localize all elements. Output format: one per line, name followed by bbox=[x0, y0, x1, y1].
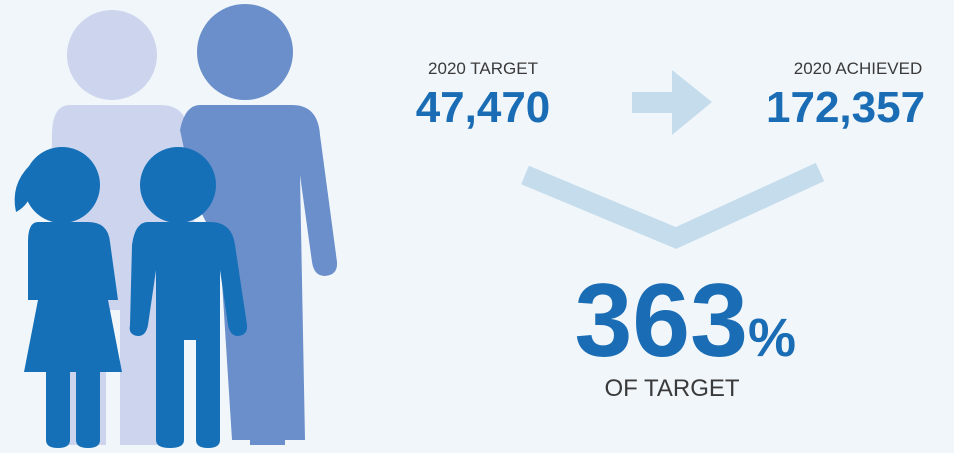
achieved-value: 172,357 bbox=[766, 83, 925, 132]
result-unit: % bbox=[748, 308, 796, 368]
page: 2020 TARGET 47,470 2020 ACHIEVED 172,357… bbox=[0, 0, 954, 453]
target-label: 2020 TARGET bbox=[428, 59, 538, 78]
result-caption: OF TARGET bbox=[604, 375, 739, 402]
achieved-label: 2020 ACHIEVED bbox=[794, 59, 923, 78]
infographic: 2020 TARGET 47,470 2020 ACHIEVED 172,357… bbox=[0, 0, 954, 453]
result-value: 363 bbox=[574, 263, 748, 379]
target-value: 47,470 bbox=[416, 83, 551, 132]
